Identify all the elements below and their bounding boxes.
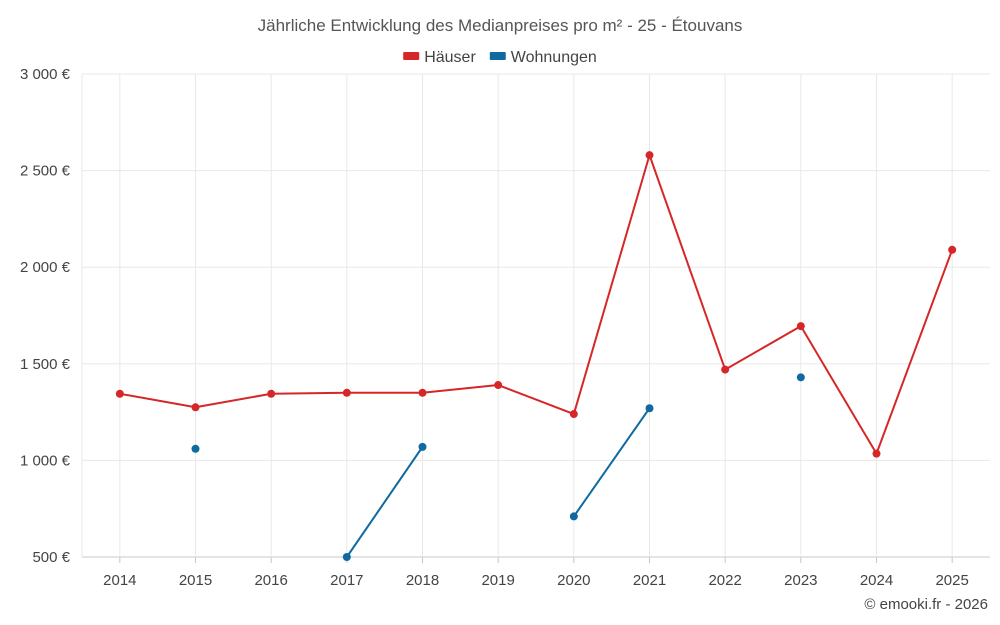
y-tick-label: 1 500 € — [20, 356, 71, 373]
x-tick-label: 2015 — [179, 572, 212, 589]
data-point — [191, 444, 200, 453]
x-tick-label: 2017 — [330, 572, 363, 589]
y-tick-label: 2 000 € — [20, 259, 71, 276]
series-wohnungen — [191, 373, 805, 561]
data-point — [796, 322, 805, 331]
x-tick-label: 2022 — [708, 572, 741, 589]
data-point — [872, 449, 881, 458]
y-axis-ticks: 500 € 1 000 € 1 500 € 2 000 € 2 500 € 3 000 € — [20, 66, 71, 566]
x-tick-label: 2016 — [254, 572, 287, 589]
series-group — [115, 151, 957, 561]
x-axis-ticks: 2014 2015 2016 2017 2018 2019 2020 2021 2022 2023… — [103, 557, 969, 589]
x-tick-label: 2014 — [103, 572, 136, 589]
data-point — [494, 381, 503, 390]
grid-lines — [81, 73, 990, 558]
data-point — [948, 245, 957, 254]
x-tick-label: 2019 — [481, 572, 514, 589]
legend-swatch — [489, 52, 506, 60]
data-point — [645, 151, 654, 160]
data-point — [418, 388, 427, 397]
x-tick-label: 2021 — [633, 572, 666, 589]
y-tick-label: 500 € — [32, 549, 70, 566]
data-point — [342, 553, 351, 561]
data-point — [267, 389, 276, 398]
data-point — [721, 365, 730, 374]
x-tick-label: 2024 — [860, 572, 893, 589]
y-tick-label: 3 000 € — [20, 66, 71, 83]
data-point — [796, 373, 805, 382]
data-point — [342, 388, 351, 397]
data-point — [645, 404, 654, 413]
y-tick-label: 1 000 € — [20, 452, 71, 469]
data-point — [191, 403, 200, 412]
data-point — [418, 442, 427, 451]
x-tick-label: 2020 — [557, 572, 590, 589]
y-tick-label: 2 500 € — [20, 163, 71, 180]
legend-label: Häuser — [424, 49, 476, 66]
series-line — [573, 407, 651, 518]
series-line — [346, 446, 424, 558]
legend-swatch — [403, 52, 420, 60]
credit-text: © emooki.fr - 2026 — [864, 596, 988, 613]
legend-label: Wohnungen — [511, 49, 597, 66]
x-tick-label: 2018 — [406, 572, 439, 589]
x-tick-label: 2023 — [784, 572, 817, 589]
legend: Häuser Wohnungen — [403, 49, 597, 66]
chart-title: Jährliche Entwicklung des Medianpreises … — [258, 16, 743, 35]
x-tick-label: 2025 — [935, 572, 968, 589]
series-h-user — [115, 151, 957, 458]
data-point — [115, 389, 124, 398]
series-line — [119, 154, 954, 455]
data-point — [569, 512, 578, 521]
data-point — [569, 410, 578, 419]
